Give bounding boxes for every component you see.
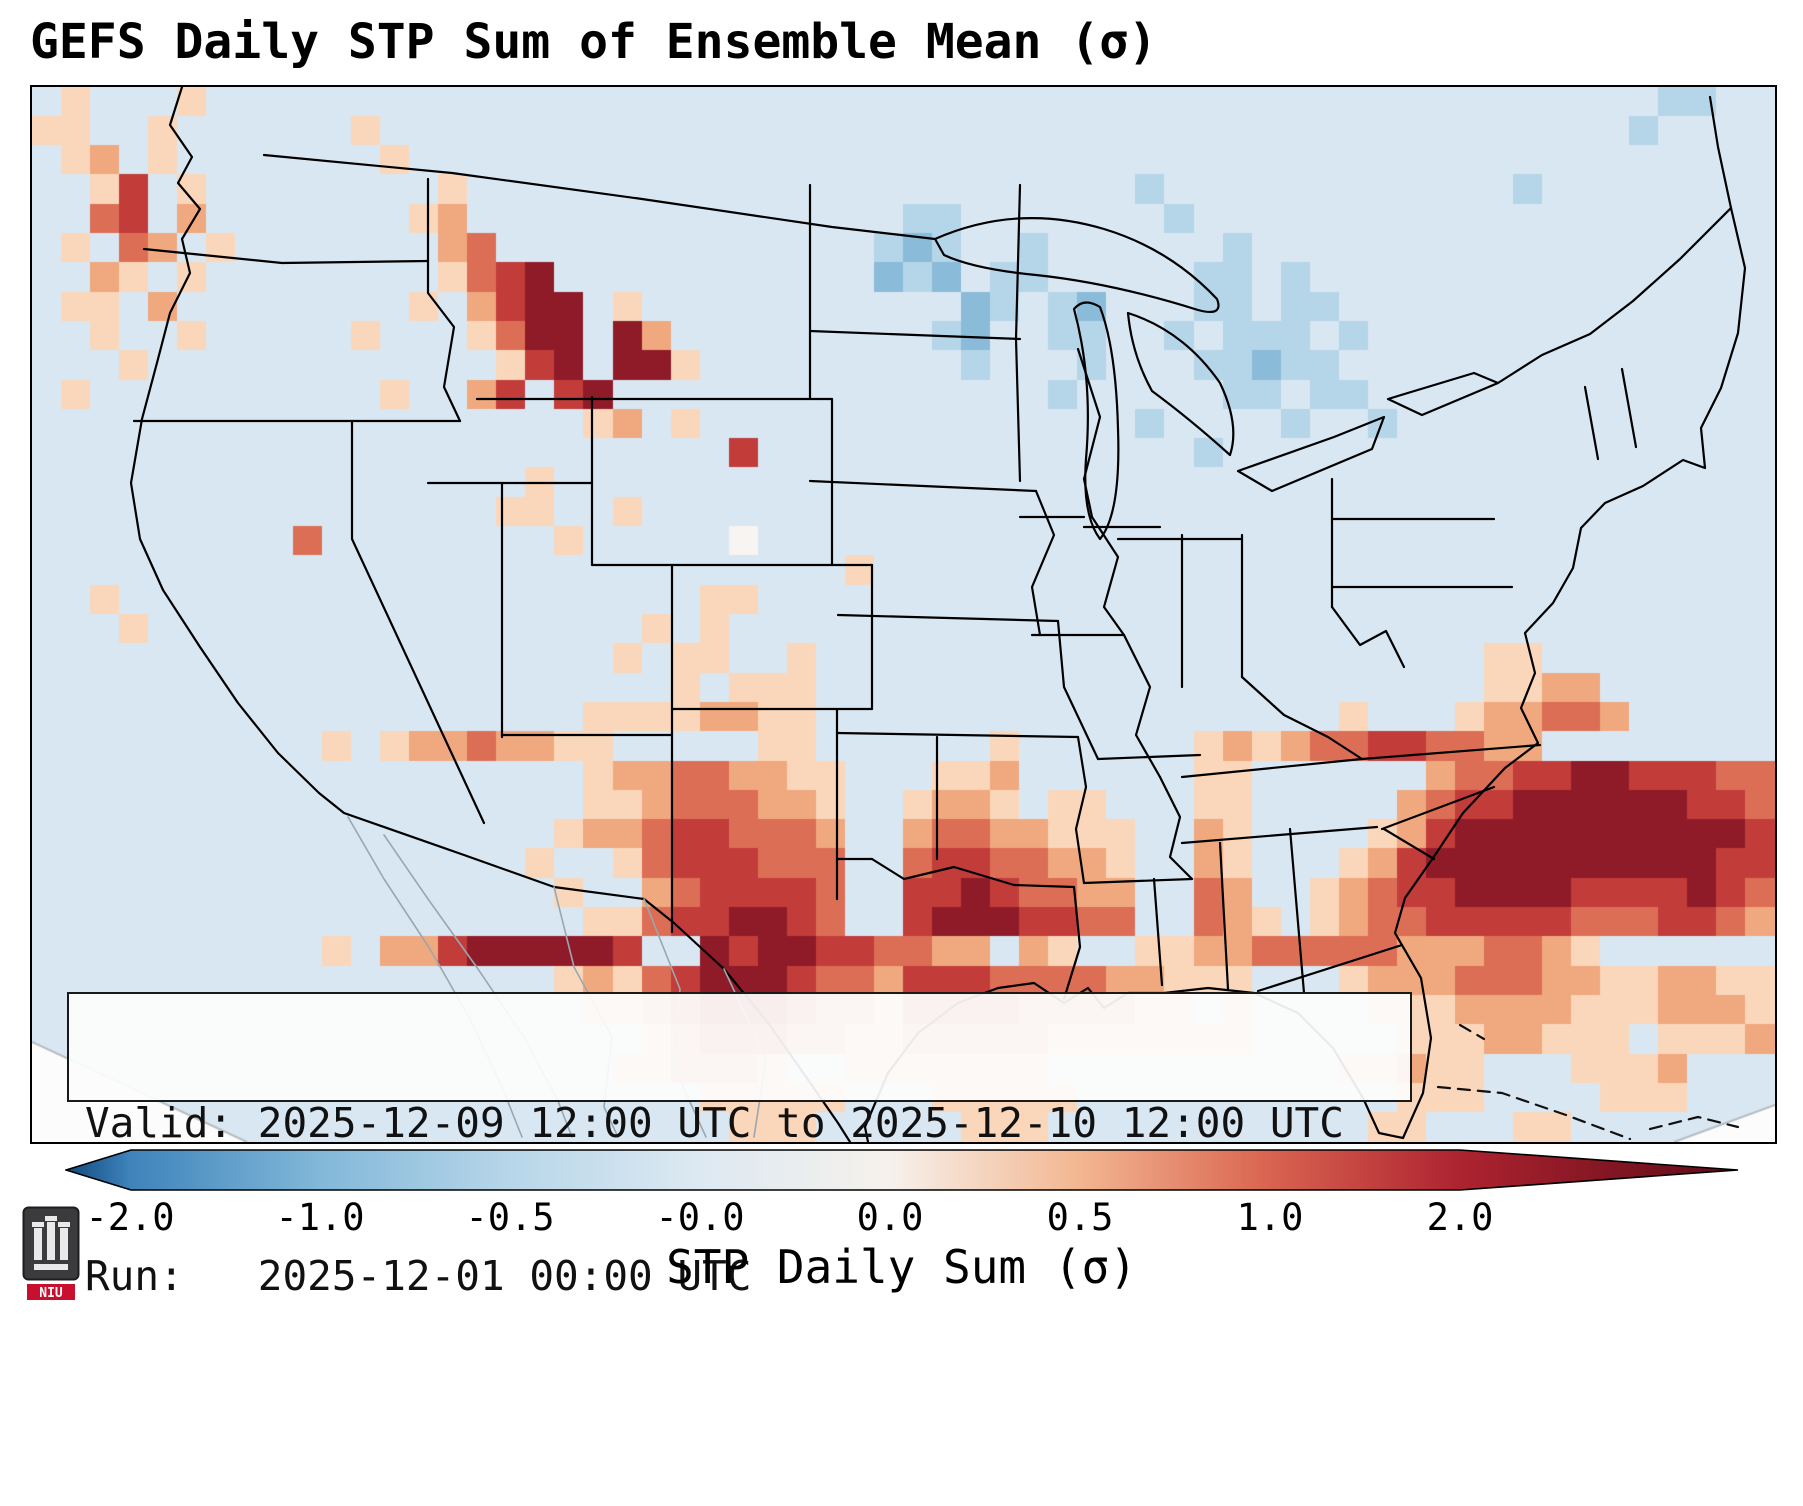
map-borders xyxy=(129,87,1747,1142)
state-borders xyxy=(132,177,1638,1001)
niu-logo-banner xyxy=(27,1284,75,1300)
colorbar xyxy=(63,1148,1740,1192)
colorbar-gradient xyxy=(63,1149,1739,1191)
map-panel: Valid: 2025-12-09 12:00 UTC to 2025-12-1… xyxy=(30,85,1777,1300)
niu-logo: NIU xyxy=(22,1206,80,1301)
figure-title: GEFS Daily STP Sum of Ensemble Mean (σ) xyxy=(30,14,1158,70)
colorbar-tick-labels: -2.0 -1.0 -0.5 -0.0 0.0 0.5 1.0 2.0 xyxy=(0,1196,1803,1240)
cuba-coastline-dashed xyxy=(1436,1023,1740,1141)
colorbar-tick-label: 0.0 xyxy=(856,1196,924,1239)
colorbar-tick-label: -1.0 xyxy=(275,1196,365,1239)
validity-info-box: Valid: 2025-12-09 12:00 UTC to 2025-12-1… xyxy=(67,992,1412,1300)
great-lakes xyxy=(933,217,1500,541)
colorbar-title: STP Daily Sum (σ) xyxy=(666,1240,1137,1294)
colorbar-tick-label: 1.0 xyxy=(1236,1196,1304,1239)
colorbar-tick-label: 2.0 xyxy=(1426,1196,1494,1239)
colorbar-tick-label: -0.0 xyxy=(655,1196,745,1239)
run-time-text: Run: 2025-12-01 00:00 UTC xyxy=(85,1252,752,1300)
colorbar-tick-label: -2.0 xyxy=(85,1196,175,1239)
castle-icon xyxy=(32,1216,70,1270)
colorbar-tick-label: 0.5 xyxy=(1046,1196,1114,1239)
niu-logo-text: NIU xyxy=(39,1286,63,1301)
colorbar-tick-label: -0.5 xyxy=(465,1196,555,1239)
valid-time-text: Valid: 2025-12-09 12:00 UTC to 2025-12-1… xyxy=(85,1099,1344,1147)
